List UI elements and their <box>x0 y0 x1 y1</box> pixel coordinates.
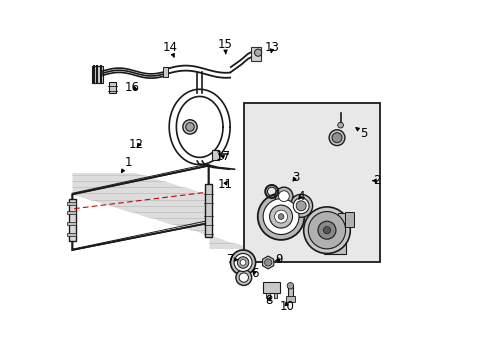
Circle shape <box>328 130 344 145</box>
Bar <box>244 103 379 262</box>
Text: 3: 3 <box>291 171 299 184</box>
Circle shape <box>317 221 335 239</box>
Polygon shape <box>262 256 273 269</box>
Bar <box>67 222 76 225</box>
Bar <box>69 199 76 241</box>
Circle shape <box>264 259 271 266</box>
Circle shape <box>323 226 330 234</box>
Text: 9: 9 <box>274 253 282 266</box>
Bar <box>67 233 76 235</box>
Bar <box>287 286 293 297</box>
Circle shape <box>286 283 293 289</box>
Bar <box>337 213 351 223</box>
Bar <box>212 149 218 159</box>
Circle shape <box>254 49 261 56</box>
Circle shape <box>185 123 194 131</box>
Bar <box>250 47 261 61</box>
Text: 14: 14 <box>162 41 177 57</box>
Text: 11: 11 <box>217 178 232 191</box>
Text: 16: 16 <box>125 81 140 94</box>
Bar <box>67 211 76 214</box>
Circle shape <box>257 193 304 240</box>
Circle shape <box>308 212 345 249</box>
Circle shape <box>278 191 289 202</box>
Circle shape <box>263 199 298 234</box>
Bar <box>263 282 279 293</box>
Bar <box>204 184 212 237</box>
Text: 7: 7 <box>227 253 238 266</box>
Circle shape <box>237 257 248 268</box>
Circle shape <box>296 201 305 211</box>
Circle shape <box>274 187 292 205</box>
Circle shape <box>337 122 343 128</box>
Polygon shape <box>72 166 208 250</box>
Bar <box>109 82 116 93</box>
Bar <box>163 67 168 77</box>
Text: 8: 8 <box>264 294 272 307</box>
Circle shape <box>235 270 251 285</box>
Circle shape <box>289 194 312 217</box>
Text: 10: 10 <box>279 300 294 313</box>
Circle shape <box>234 253 251 271</box>
Text: 4: 4 <box>297 190 305 203</box>
Bar <box>285 296 294 302</box>
Circle shape <box>274 210 287 223</box>
Circle shape <box>303 207 349 253</box>
Circle shape <box>331 133 341 143</box>
Text: 17: 17 <box>215 150 230 163</box>
Bar <box>265 293 269 298</box>
Bar <box>273 293 277 298</box>
Circle shape <box>278 214 284 220</box>
Bar <box>67 202 76 205</box>
Bar <box>92 66 102 83</box>
Circle shape <box>230 250 255 275</box>
Circle shape <box>293 198 308 214</box>
Text: 2: 2 <box>372 174 380 187</box>
Circle shape <box>269 205 292 228</box>
Text: 13: 13 <box>264 41 279 54</box>
Circle shape <box>239 273 248 282</box>
Bar <box>324 230 345 253</box>
Circle shape <box>183 120 197 134</box>
Circle shape <box>240 260 245 265</box>
Text: 6: 6 <box>251 267 259 280</box>
Text: 1: 1 <box>121 156 131 173</box>
Text: 5: 5 <box>355 127 366 140</box>
Text: 12: 12 <box>128 138 143 151</box>
Text: 15: 15 <box>217 38 232 54</box>
Bar <box>344 212 353 226</box>
